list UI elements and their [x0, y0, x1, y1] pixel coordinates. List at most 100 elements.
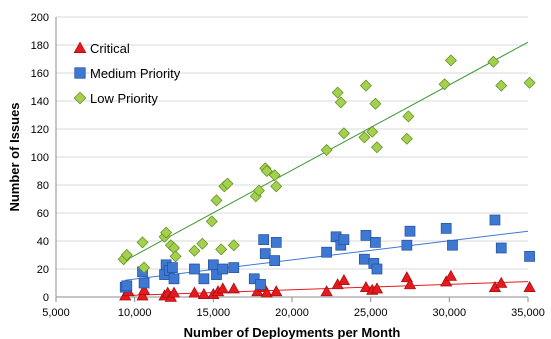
- point-medium-priority: [255, 279, 266, 290]
- axes: 0 20 40 60 80 100 120 140 160 180 200 5,000 10,000 15…: [31, 12, 545, 319]
- point-medium-priority: [270, 237, 282, 248]
- y-tick-label: 160: [31, 68, 49, 80]
- point-critical: [188, 286, 201, 298]
- x-tick-label: 20,000: [275, 307, 309, 319]
- point-medium-priority: [167, 262, 178, 273]
- point-medium-priority: [168, 273, 180, 285]
- point-medium-priority: [359, 253, 370, 265]
- point-medium-priority: [269, 255, 281, 266]
- legend-marker-medium-priority: [74, 67, 86, 79]
- point-medium-priority: [258, 234, 270, 245]
- point-critical: [216, 282, 229, 294]
- point-medium-priority: [495, 242, 507, 254]
- legend-label-medium-priority: Medium Priority: [90, 66, 181, 81]
- y-tick-label: 140: [31, 96, 49, 108]
- x-tick-label: 15,000: [197, 307, 231, 319]
- point-medium-priority: [189, 263, 200, 275]
- point-low-priority: [495, 79, 508, 92]
- x-tick-label: 10,000: [118, 307, 152, 319]
- point-low-priority: [320, 144, 333, 156]
- point-critical: [270, 285, 283, 297]
- point-critical: [138, 283, 151, 295]
- point-medium-priority: [489, 214, 501, 226]
- point-low-priority: [438, 78, 451, 91]
- point-medium-priority: [321, 246, 332, 258]
- point-low-priority: [138, 261, 151, 274]
- trend-lines: [124, 41, 529, 297]
- point-low-priority: [270, 180, 283, 193]
- point-critical: [440, 275, 453, 287]
- point-critical: [359, 280, 373, 292]
- point-medium-priority: [338, 234, 350, 245]
- y-tick-label: 100: [31, 152, 49, 164]
- x-tick-label: 5,000: [42, 307, 70, 319]
- point-medium-priority: [524, 251, 535, 262]
- point-medium-priority: [440, 223, 452, 234]
- point-medium-priority: [404, 225, 416, 237]
- point-critical: [136, 289, 149, 301]
- point-low-priority: [523, 76, 536, 89]
- point-medium-priority: [138, 277, 150, 289]
- point-medium-priority: [360, 230, 372, 241]
- point-low-priority: [359, 79, 372, 92]
- legend-marker-low-priority: [73, 91, 87, 105]
- point-medium-priority: [370, 237, 381, 248]
- point-medium-priority: [198, 273, 210, 285]
- x-tick-label: 25,000: [354, 307, 388, 319]
- point-low-priority: [196, 237, 209, 250]
- point-low-priority: [402, 110, 415, 123]
- legend-label-low-priority: Low Priority: [90, 91, 158, 106]
- point-low-priority: [369, 97, 382, 110]
- point-critical: [197, 287, 210, 299]
- point-critical: [444, 269, 458, 281]
- point-medium-priority: [207, 259, 219, 271]
- point-low-priority: [120, 249, 133, 261]
- data-points: [117, 54, 536, 302]
- point-medium-priority: [248, 273, 260, 285]
- point-low-priority: [444, 54, 457, 67]
- point-low-priority: [400, 132, 413, 145]
- y-tick-label: 40: [37, 236, 49, 248]
- y-tick-label: 180: [31, 40, 49, 52]
- point-low-priority: [252, 184, 265, 197]
- point-low-priority: [215, 243, 228, 256]
- point-medium-priority: [401, 239, 413, 251]
- legend: Critical Medium Priority Low Priority: [73, 41, 181, 106]
- point-low-priority: [337, 127, 350, 140]
- point-low-priority: [160, 226, 173, 239]
- point-low-priority: [268, 169, 281, 182]
- point-medium-priority: [228, 262, 240, 273]
- point-low-priority: [334, 96, 347, 109]
- point-low-priority: [221, 177, 234, 190]
- legend-marker-critical: [73, 41, 87, 53]
- point-medium-priority: [447, 239, 458, 251]
- point-low-priority: [331, 86, 344, 99]
- y-tick-label: 60: [37, 208, 49, 220]
- point-critical: [523, 280, 536, 292]
- point-critical: [370, 282, 384, 294]
- point-critical: [495, 276, 508, 288]
- legend-label-critical: Critical: [90, 41, 130, 56]
- point-low-priority: [169, 250, 182, 263]
- point-low-priority: [205, 215, 218, 228]
- point-low-priority: [366, 125, 379, 138]
- x-tick-label: 35,000: [511, 307, 545, 319]
- point-critical: [227, 282, 240, 294]
- point-low-priority: [210, 194, 223, 207]
- point-low-priority: [358, 131, 371, 144]
- grid: [56, 16, 528, 270]
- point-critical: [320, 285, 333, 297]
- point-critical: [260, 286, 273, 298]
- y-tick-label: 120: [31, 124, 49, 136]
- point-critical: [337, 273, 351, 285]
- point-medium-priority: [121, 280, 133, 292]
- point-medium-priority: [211, 269, 222, 280]
- y-axis-title: Number of Issues: [7, 102, 22, 211]
- point-low-priority: [260, 165, 273, 177]
- point-low-priority: [487, 55, 500, 68]
- point-low-priority: [227, 239, 240, 252]
- point-low-priority: [136, 236, 149, 249]
- x-tick-label: 30,000: [433, 307, 467, 319]
- y-tick-label: 0: [43, 292, 49, 304]
- point-medium-priority: [259, 248, 271, 259]
